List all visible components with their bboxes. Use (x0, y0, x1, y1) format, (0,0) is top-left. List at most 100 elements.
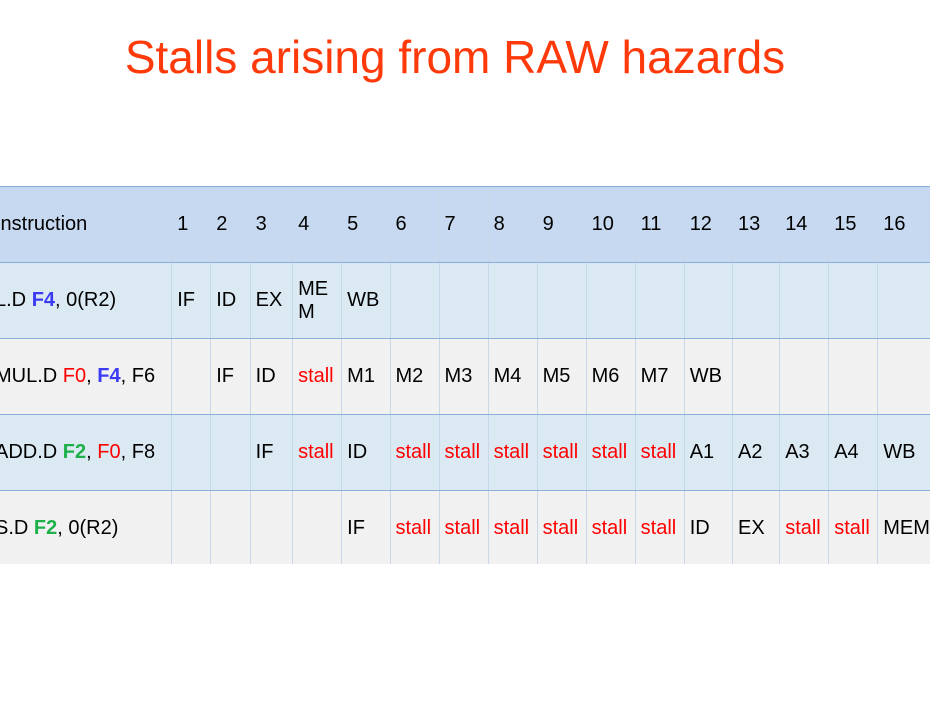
stage-label: ID (347, 441, 368, 463)
stage-label: A4 (834, 441, 859, 463)
stage-cell: ID (249, 338, 293, 415)
stage-label: stall (298, 441, 334, 463)
stage-label: IF (255, 441, 274, 463)
instruction-text: MUL.D (0, 365, 63, 387)
stage-label: stall (542, 441, 579, 463)
stage-cell (536, 262, 587, 339)
stage-label: ID (689, 517, 710, 539)
stall-cell: stall (634, 414, 685, 491)
stall-cell: stall (634, 490, 685, 564)
stage-cell: ID (210, 262, 251, 339)
header-cycle-1: 1 (171, 186, 211, 263)
stall-cell: stall (438, 414, 489, 491)
header-cycle-6: 6 (389, 186, 440, 263)
stage-cell: ID (341, 414, 390, 491)
stage-cell: EX (249, 262, 293, 339)
slide-title: Stalls arising from RAW hazards (124, 31, 786, 83)
stage-cell (877, 338, 930, 415)
register-operand: F2 (33, 517, 58, 539)
stage-cell: ID (683, 490, 733, 564)
stage-cell (779, 338, 829, 415)
header-instruction: Instruction (0, 186, 172, 263)
header-cycle-4: 4 (292, 186, 342, 263)
instruction-text: , F8 (120, 441, 156, 463)
stage-label: M5 (542, 365, 571, 387)
instruction-text: , (86, 441, 98, 463)
stage-label: A2 (738, 441, 763, 463)
instruction-cell: MUL.D F0, F4, F6 (0, 338, 172, 415)
stage-label: IF (216, 365, 234, 387)
stage-cell (683, 262, 733, 339)
stage-label: M1 (347, 365, 375, 387)
stall-cell: stall (536, 490, 587, 564)
stall-cell: stall (585, 414, 636, 491)
stage-cell: A3 (779, 414, 829, 491)
header-cycle-11: 11 (634, 186, 685, 263)
stage-label: WB (689, 365, 722, 387)
stage-cell: M3 (438, 338, 489, 415)
stage-cell: WB (877, 414, 930, 491)
instruction-cell: ADD.D F2, F0, F8 (0, 414, 172, 491)
stage-label: ID (255, 365, 276, 387)
stage-cell: A2 (732, 414, 780, 491)
header-cycle-9: 9 (536, 186, 587, 263)
stage-cell: WB (683, 338, 733, 415)
stage-label: stall (493, 441, 530, 463)
stall-cell: stall (779, 490, 829, 564)
table-row: MUL.D F0, F4, F6 IF ID stall M1 M2 M3 M4 M5 M6 M7 W… (0, 338, 930, 415)
stage-label: stall (640, 441, 677, 463)
stage-label: stall (444, 441, 481, 463)
stage-label: M7 (640, 365, 669, 387)
instruction-cell: L.D F4, 0(R2) (0, 262, 172, 339)
stage-label: stall (591, 517, 628, 539)
stage-cell: M1 (341, 338, 390, 415)
instruction-text: ADD.D (0, 441, 63, 463)
instruction-text: L.D (0, 289, 27, 311)
stage-label: M4 (493, 365, 522, 387)
stage-label: MEM (883, 517, 930, 539)
stage-cell (438, 262, 489, 339)
instruction-text: , 0(R2) (57, 517, 119, 539)
stage-cell (732, 338, 780, 415)
stage-label: stall (542, 517, 579, 539)
table-row: S.D F2, 0(R2) IF stall stall stall stall stall… (0, 490, 930, 564)
stage-cell: IF (341, 490, 390, 564)
stage-cell (877, 262, 930, 339)
stage-label: ID (216, 289, 237, 311)
stall-cell: stall (585, 490, 636, 564)
stage-cell (634, 262, 685, 339)
stage-cell (210, 414, 251, 491)
stall-cell: stall (487, 490, 538, 564)
stall-cell: stall (438, 490, 489, 564)
stage-cell (732, 262, 780, 339)
stage-cell: IF (249, 414, 293, 491)
stage-cell: M6 (585, 338, 636, 415)
stage-cell: M2 (389, 338, 440, 415)
stage-label: A3 (785, 441, 810, 463)
register-operand: F4 (31, 289, 56, 311)
stage-label: stall (834, 517, 870, 539)
header-cycle-7: 7 (438, 186, 489, 263)
stage-cell (828, 338, 878, 415)
stage-label: IF (347, 517, 365, 539)
stage-label: stall (395, 441, 432, 463)
stage-cell: WB (341, 262, 390, 339)
stall-cell: stall (487, 414, 538, 491)
stage-label: WB (883, 441, 916, 463)
header-cycle-14: 14 (779, 186, 829, 263)
header-cycle-5: 5 (341, 186, 390, 263)
stage-label: M3 (444, 365, 473, 387)
header-cycle-10: 10 (585, 186, 636, 263)
stage-cell: A4 (828, 414, 878, 491)
stall-cell: stall (536, 414, 587, 491)
stage-cell (487, 262, 538, 339)
stage-cell: MEM (877, 490, 930, 564)
stall-cell: stall (389, 490, 440, 564)
table-header-row: Instruction 1 2 3 4 5 6 7 8 9 10 11 12 13 14 15 16 (0, 186, 930, 263)
stage-cell (779, 262, 829, 339)
stage-label: A1 (689, 441, 715, 463)
stage-cell (585, 262, 636, 339)
register-operand: F0 (62, 365, 87, 387)
